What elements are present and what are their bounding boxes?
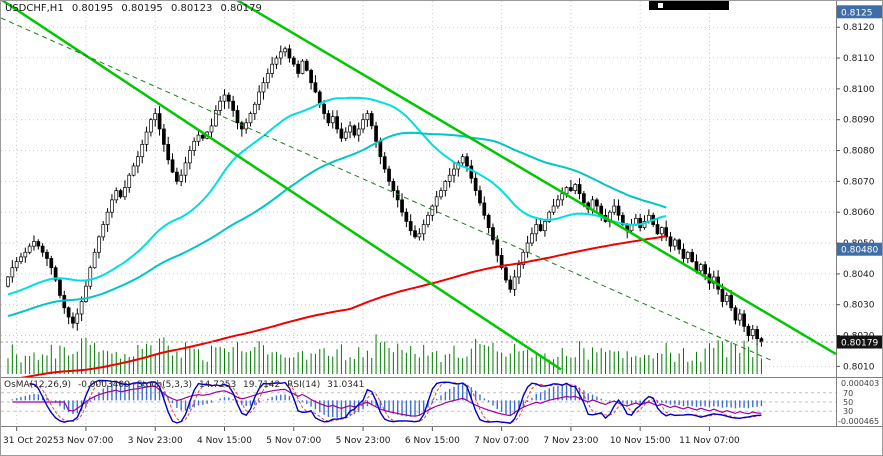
price-axis-label: 0.8120: [843, 23, 875, 33]
indicator-scale-bottom: -0.000465: [838, 417, 879, 426]
time-axis-label: 7 Nov 23:00: [543, 436, 598, 446]
time-axis-label: 5 Nov 23:00: [336, 436, 391, 446]
ohlc-close: 0.80179: [220, 3, 262, 14]
trendline-3[interactable]: [1, 17, 772, 361]
main-chart-area[interactable]: [1, 1, 836, 380]
stoch-main-value: 14.7253: [198, 380, 237, 390]
time-axis-label: 4 Nov 15:00: [197, 436, 252, 446]
rsi-line: [12, 385, 762, 417]
time-axis-label: 10 Nov 15:00: [610, 436, 671, 446]
price-axis-label: 0.8070: [843, 177, 875, 187]
indicator-level-label: 30: [843, 407, 853, 416]
ma-fast-cyan: [7, 96, 667, 296]
trendline-2[interactable]: [235, 1, 836, 356]
indicator-label: OsMA(12,26,9) -0.0003400 Stoch(5,3,3) 14…: [4, 380, 368, 390]
ohlc-low: 0.80123: [170, 3, 213, 14]
indicator-scale-top: 0.000403: [841, 379, 879, 388]
price-axis-label: 0.8100: [843, 85, 875, 95]
trendline-1[interactable]: [1, 1, 562, 371]
price-axis-label: 0.8040: [843, 270, 875, 280]
price-badge: [837, 242, 882, 256]
symbol-timeframe-label: USDCHF,H1: [5, 3, 64, 14]
volume-layer: [7, 334, 762, 374]
time-axis-label: 31 Oct 2025: [3, 436, 59, 446]
time-axis-label: 5 Nov 07:00: [266, 436, 321, 446]
stoch-signal-value: 19.7142: [243, 380, 281, 390]
osma-histogram: [11, 381, 763, 419]
price-badge-text: 0.8125: [841, 8, 873, 18]
artifact-dot: [658, 3, 663, 8]
price-badge: [837, 335, 882, 349]
stoch-name: Stoch(5,3,3): [136, 380, 193, 390]
time-axis-label: 11 Nov 07:00: [679, 436, 740, 446]
price-axis-label: 0.8030: [843, 301, 875, 311]
trendline-layer[interactable]: [1, 1, 836, 371]
time-axis-label: 6 Nov 15:00: [405, 436, 460, 446]
price-badge-text: 0.80179: [841, 339, 878, 349]
indicator-level-label: 70: [843, 389, 853, 398]
price-badge-text: 0.80480: [841, 246, 878, 256]
price-axis-label: 0.8010: [843, 362, 875, 372]
candlestick-layer: [6, 44, 764, 347]
chart-header: USDCHF,H1 0.80195 0.80195 0.80123 0.8017…: [5, 3, 267, 14]
price-badge: [837, 5, 882, 19]
time-axis-label: 3 Nov 07:00: [58, 436, 113, 446]
osma-name: OsMA(12,26,9): [4, 380, 72, 390]
indicator-level-label: 50: [843, 398, 853, 407]
osma-value: -0.0003400: [77, 380, 130, 390]
ma-slow-red: [20, 235, 667, 377]
ohlc-open: 0.80195: [71, 3, 114, 14]
time-axis-label: 3 Nov 23:00: [128, 436, 183, 446]
time-axis[interactable]: 31 Oct 2025 3 Nov 07:00 3 Nov 23:00 4 Nov 1…: [3, 427, 740, 446]
price-axis-label: 0.8110: [843, 54, 875, 64]
indicator-panel[interactable]: [1, 379, 836, 424]
ohlc-high: 0.80195: [121, 3, 163, 14]
time-axis-label: 7 Nov 07:00: [474, 436, 529, 446]
ma-mid-cyan: [7, 131, 667, 318]
stoch-main-line: [29, 379, 762, 424]
price-axis[interactable]: 0.8120 0.8110 0.8100 0.8090 0.8080 0.8070 0.80…: [836, 5, 883, 372]
rsi-name: RSI(14): [287, 380, 321, 390]
price-axis-label: 0.8090: [843, 116, 875, 126]
rsi-value: 31.0341: [327, 380, 365, 390]
screen-artifact: [649, 1, 729, 10]
price-axis-label: 0.8080: [843, 147, 875, 157]
price-axis-label: 0.8060: [843, 208, 875, 218]
